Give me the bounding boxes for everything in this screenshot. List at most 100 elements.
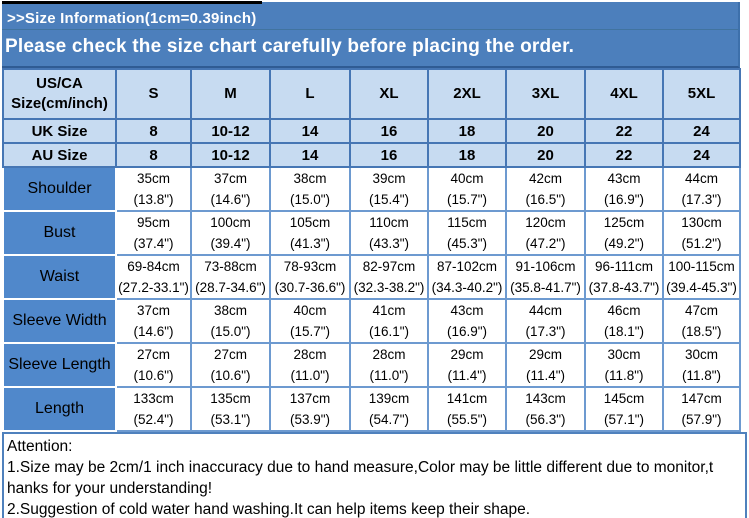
cm-value: 91-106cm [515,259,576,274]
measurement-cell: 95cm (37.4") [115,210,192,256]
measurement-row: Waist 69-84cm (27.2-33.1") 73-88cm (28.7-34.… [2,254,741,300]
inch-value: (54.7") [368,412,410,427]
cm-value: 40cm [293,303,327,318]
size-info-header: >>Size Information(1cm=0.39inch) [2,2,738,30]
inch-value: (53.1") [210,412,251,427]
cm-value: 43cm [607,171,641,186]
measurement-row: Sleeve Length 27cm (10.6") 27cm (10.6") 28cm (… [2,342,741,388]
measurement-cell: 147cm (57.9") [662,386,741,432]
measurement-cell: 73-88cm (28.7-34.6") [190,254,271,300]
inch-value: (16.9") [603,192,645,207]
inch-value: (11.0") [290,368,330,383]
corner-header-line2: Size(cm/inch) [11,95,108,112]
cm-value: 47cm [684,303,718,318]
measurement-cell: 40cm (15.7") [427,166,507,212]
region-size-value: 22 [584,142,664,168]
inch-value: (51.2") [681,236,722,251]
cm-value: 38cm [213,303,247,318]
inch-value: (49.2") [603,236,645,251]
measurement-label: Sleeve Width [2,298,117,344]
cm-value: 95cm [136,215,170,230]
cm-value: 73-88cm [204,259,257,274]
inch-value: (43.3") [368,236,410,251]
region-size-value: 10-12 [190,142,271,168]
cm-value: 30cm [684,347,718,362]
inch-value: (13.8") [133,192,174,207]
size-chart-body: Shoulder 35cm (13.8") 37cm (14.6") 38cm (15.0"… [2,166,741,432]
measurement-cell: 38cm (15.0") [269,166,351,212]
size-column-header: 4XL [584,68,664,120]
measurement-cell: 35cm (13.8") [115,166,192,212]
cm-value: 41cm [372,303,406,318]
measurement-cell: 42cm (16.5") [505,166,586,212]
inch-value: (15.7") [289,324,331,339]
top-border-line [2,1,262,4]
measurement-cell: 37cm (14.6") [190,166,271,212]
attention-title: Attention: [7,438,73,455]
measurement-cell: 39cm (15.4") [349,166,429,212]
attention-note: Attention: 1.Size may be 2cm/1 inch inac… [2,432,747,518]
cm-value: 37cm [136,303,170,318]
cm-value: 141cm [446,391,488,406]
region-size-value: 24 [662,118,741,144]
inch-value: (14.6") [133,324,174,339]
size-chart-table: US/CA Size(cm/inch) S M L XL 2XL 3XL 4XL 5XL UK… [2,68,741,432]
measurement-cell: 96-111cm (37.8-43.7") [584,254,664,300]
cm-value: 139cm [368,391,410,406]
measurement-cell: 29cm (11.4") [505,342,586,388]
banner: >>Size Information(1cm=0.39inch) Please … [2,2,740,68]
inch-value: (52.4") [133,412,174,427]
inch-value: (16.1") [368,324,410,339]
inch-value: (18.1") [603,324,645,339]
cm-value: 147cm [681,391,722,406]
attention-line: hanks for your understanding! [7,480,213,497]
inch-value: (15.0") [289,192,331,207]
inch-value: (39.4") [210,236,251,251]
cm-value: 115cm [447,215,487,230]
cm-value: 145cm [603,391,645,406]
cm-value: 39cm [372,171,406,186]
cm-value: 28cm [372,347,406,362]
cm-value: 29cm [528,347,562,362]
inch-value: (37.4") [133,236,174,251]
inch-value: (11.8") [681,368,722,383]
size-column-header: S [115,68,192,120]
inch-value: (34.3-40.2") [431,280,503,295]
measurement-cell: 100cm (39.4") [190,210,271,256]
measurement-cell: 87-102cm (34.3-40.2") [427,254,507,300]
region-size-value: 16 [349,118,429,144]
measurement-label: Waist [2,254,117,300]
cm-value: 100-115cm [668,259,735,274]
measurement-cell: 47cm (18.5") [662,298,741,344]
inch-value: (17.3") [681,192,722,207]
cm-value: 40cm [450,171,484,186]
region-size-label: UK Size [2,118,117,144]
measurement-cell: 43cm (16.9") [427,298,507,344]
region-size-value: 20 [505,142,586,168]
size-column-header: XL [349,68,429,120]
region-size-value: 18 [427,142,507,168]
measurement-row: Shoulder 35cm (13.8") 37cm (14.6") 38cm (15.0"… [2,166,741,212]
inch-value: (15.0") [210,324,251,339]
inch-value: (56.3") [525,412,566,427]
inch-value: (57.1") [603,412,645,427]
measurement-label: Sleeve Length [2,342,117,388]
measurement-row: Sleeve Width 37cm (14.6") 38cm (15.0") 40cm (1… [2,298,741,344]
measurement-cell: 120cm (47.2") [505,210,586,256]
inch-value: (10.6") [210,368,251,383]
measurement-cell: 43cm (16.9") [584,166,664,212]
cm-value: 87-102cm [436,259,498,274]
cm-value: 82-97cm [362,259,416,274]
measurement-cell: 38cm (15.0") [190,298,271,344]
measurement-cell: 28cm (11.0") [349,342,429,388]
size-chart-head: US/CA Size(cm/inch) S M L XL 2XL 3XL 4XL 5XL UK… [2,68,741,168]
measurement-row: Length 133cm (52.4") 135cm (53.1") 137cm (53.9… [2,386,741,432]
inch-value: (11.0") [369,368,409,383]
region-size-value: 8 [115,142,192,168]
inch-value: (32.3-38.2") [353,280,425,295]
inch-value: (53.9") [289,412,331,427]
inch-value: (17.3") [525,324,566,339]
attention-line: 2.Suggestion of cold water hand washing.… [7,501,531,518]
cm-value: 42cm [528,171,562,186]
measurement-cell: 69-84cm (27.2-33.1") [115,254,192,300]
